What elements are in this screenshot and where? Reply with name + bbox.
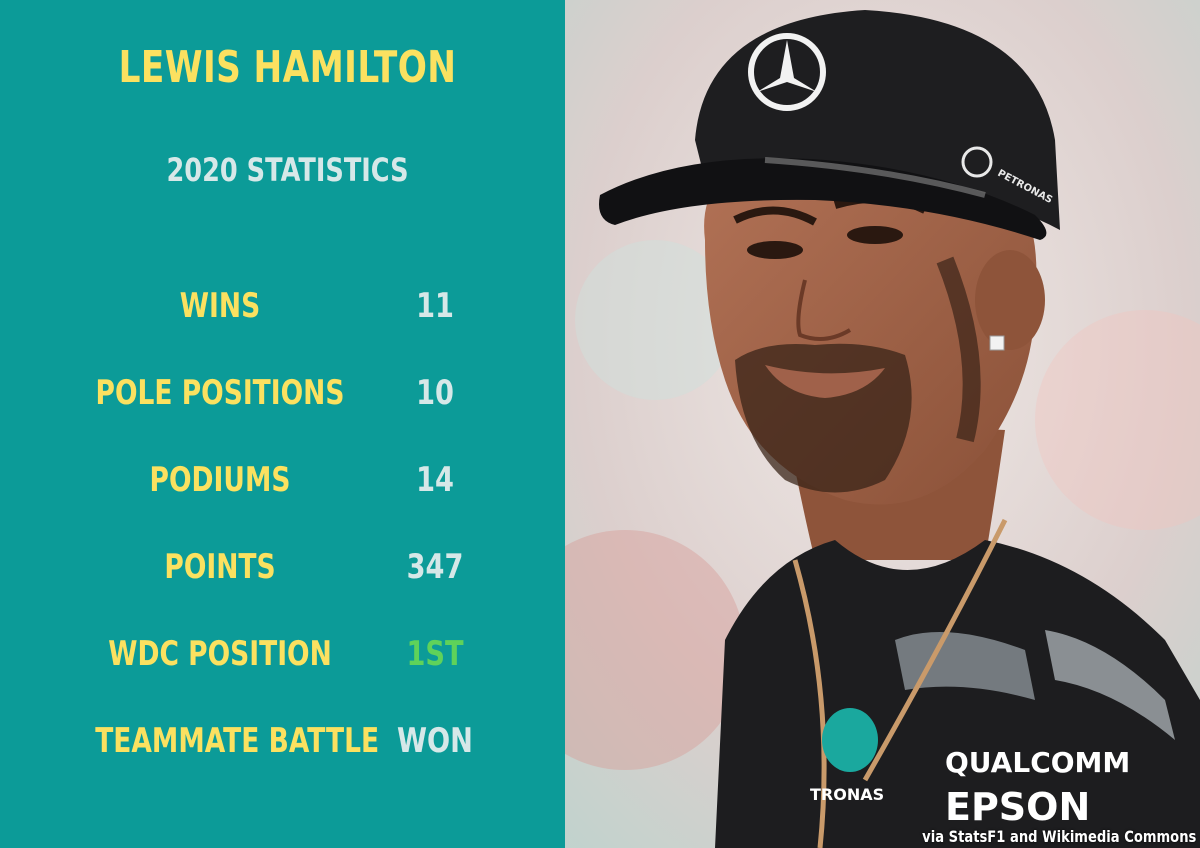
image-credit: via StatsF1 and Wikimedia Commons: [921, 827, 1196, 846]
stat-value: 347: [406, 547, 464, 587]
stat-row-pole-positions: POLE POSITIONS 10: [0, 373, 565, 423]
stat-row-points: POINTS 347: [0, 547, 565, 597]
stat-label: WINS: [179, 286, 261, 326]
stat-value: WON: [397, 721, 473, 761]
driver-name: LEWIS HAMILTON: [118, 42, 457, 93]
shirt-team-text: TRONAS: [810, 785, 884, 804]
stat-value: 1ST: [406, 634, 464, 674]
stat-label: WDC POSITION: [108, 634, 332, 674]
stats-panel: LEWIS HAMILTON 2020 STATISTICS WINS 11 P…: [0, 0, 565, 848]
stat-row-wins: WINS 11: [0, 286, 565, 336]
driver-photo: TRONAS QUALCOMM EPSON: [565, 0, 1200, 848]
stat-value: 10: [416, 373, 454, 413]
stat-row-wdc-position: WDC POSITION 1ST: [0, 634, 565, 684]
stat-value: 11: [416, 286, 454, 326]
stat-value: 14: [416, 460, 454, 500]
shirt-sponsor-epson: EPSON: [945, 785, 1090, 829]
stat-row-podiums: PODIUMS 14: [0, 460, 565, 510]
season-subtitle: 2020 STATISTICS: [166, 151, 409, 189]
stat-label: TEAMMATE BATTLE: [95, 721, 380, 761]
driver-portrait-illustration: TRONAS QUALCOMM EPSON: [565, 0, 1200, 848]
stat-label: POINTS: [164, 547, 276, 587]
stat-label: POLE POSITIONS: [95, 373, 345, 413]
shirt-sponsor-qualcomm: QUALCOMM: [945, 746, 1130, 779]
stat-label: PODIUMS: [149, 460, 291, 500]
stat-row-teammate-battle: TEAMMATE BATTLE WON: [0, 721, 565, 771]
